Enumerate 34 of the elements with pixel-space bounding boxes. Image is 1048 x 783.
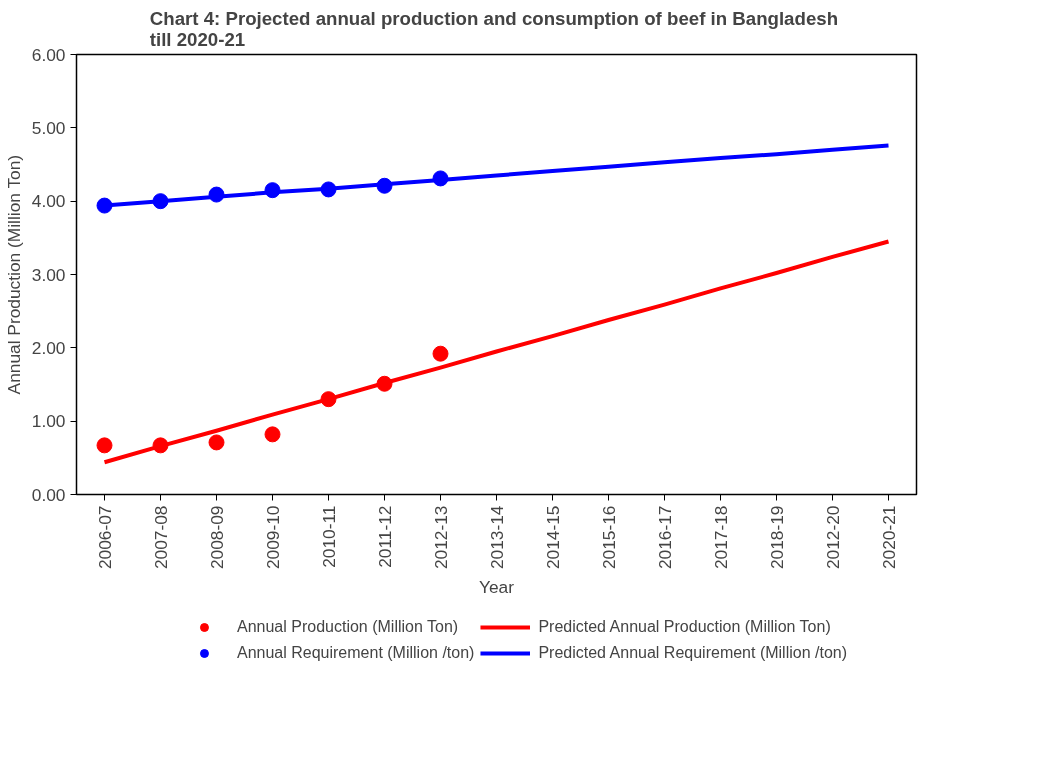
legend-label: Predicted Annual Production (Million Ton) xyxy=(538,618,831,636)
x-tick-label: 2015-16 xyxy=(598,505,619,570)
x-tick-label: 2010-11 xyxy=(318,505,339,568)
x-tick-label: 2006-07 xyxy=(94,505,115,570)
x-tick-label: 2012-20 xyxy=(822,505,843,570)
y-tick-label: 3.00 xyxy=(31,264,66,285)
line-series xyxy=(102,239,891,465)
x-tick-label: 2007-08 xyxy=(150,505,171,570)
y-tick-label: 5.00 xyxy=(31,117,66,138)
y-tick-label: 1.00 xyxy=(31,411,66,432)
x-tick-label: 2014-15 xyxy=(542,505,563,570)
y-tick-label: 6.00 xyxy=(31,44,66,65)
y-tick-label: 4.00 xyxy=(31,191,66,212)
x-tick-label: 2011-12 xyxy=(374,505,395,568)
legend-label: Annual Requirement (Million /ton) xyxy=(236,644,475,662)
chart-title: Chart 4: Projected annual production and consumption of beef in Bangladesh till 2020-21 xyxy=(149,7,839,50)
x-tick-label: 2008-09 xyxy=(206,505,227,570)
x-tick-label: 2017-18 xyxy=(710,505,731,570)
x-tick-label: 2009-10 xyxy=(262,505,283,570)
point xyxy=(432,345,449,362)
x-tick-label: 2013-14 xyxy=(486,505,507,570)
y-tick-label: 2.00 xyxy=(31,337,66,358)
x-tick-label: 2012-13 xyxy=(430,505,451,570)
x-tick-label: 2020-21 xyxy=(878,505,899,570)
legend-label: Annual Production (Million Ton) xyxy=(236,618,459,636)
x-tick-label: 2016-17 xyxy=(654,505,675,570)
point xyxy=(208,434,225,451)
point xyxy=(96,437,113,454)
legend-label: Predicted Annual Requirement (Million /ton) xyxy=(538,644,848,662)
x-axis-title: Year xyxy=(478,577,515,598)
point xyxy=(264,426,281,443)
x-tick-label: 2018-19 xyxy=(766,505,787,570)
y-tick-label: 0.00 xyxy=(31,484,66,505)
y-axis-title: Annual Production (Million Ton) xyxy=(3,154,24,395)
